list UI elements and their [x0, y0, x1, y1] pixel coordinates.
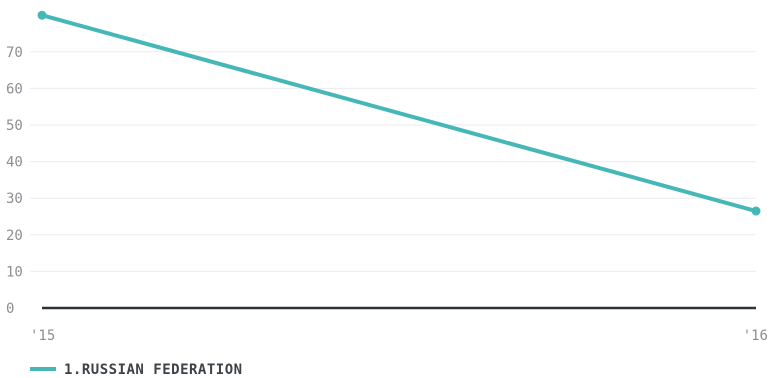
y-tick-label: 30 [6, 191, 23, 207]
y-tick-label: 50 [6, 118, 23, 134]
legend: 1.RUSSIAN FEDERATION [30, 362, 243, 378]
y-tick-label: 70 [6, 45, 23, 61]
y-tick-label: 60 [6, 81, 23, 97]
gridlines [30, 51, 756, 310]
series-line [40, 13, 758, 214]
y-tick-label: 10 [6, 264, 23, 280]
y-tick-label: 20 [6, 228, 23, 244]
y-axis-ticks: 0 10 20 30 40 50 60 70 [6, 45, 23, 317]
series-group [37, 10, 761, 216]
x-tick-label: '15 [30, 328, 55, 344]
data-point [751, 206, 761, 216]
y-tick-label: 0 [6, 301, 14, 317]
legend-label: 1.RUSSIAN FEDERATION [64, 362, 243, 378]
y-tick-label: 40 [6, 155, 23, 171]
x-axis-ticks: '15 '16 [30, 328, 768, 344]
data-point [37, 10, 47, 20]
x-tick-label: '16 [743, 328, 768, 344]
